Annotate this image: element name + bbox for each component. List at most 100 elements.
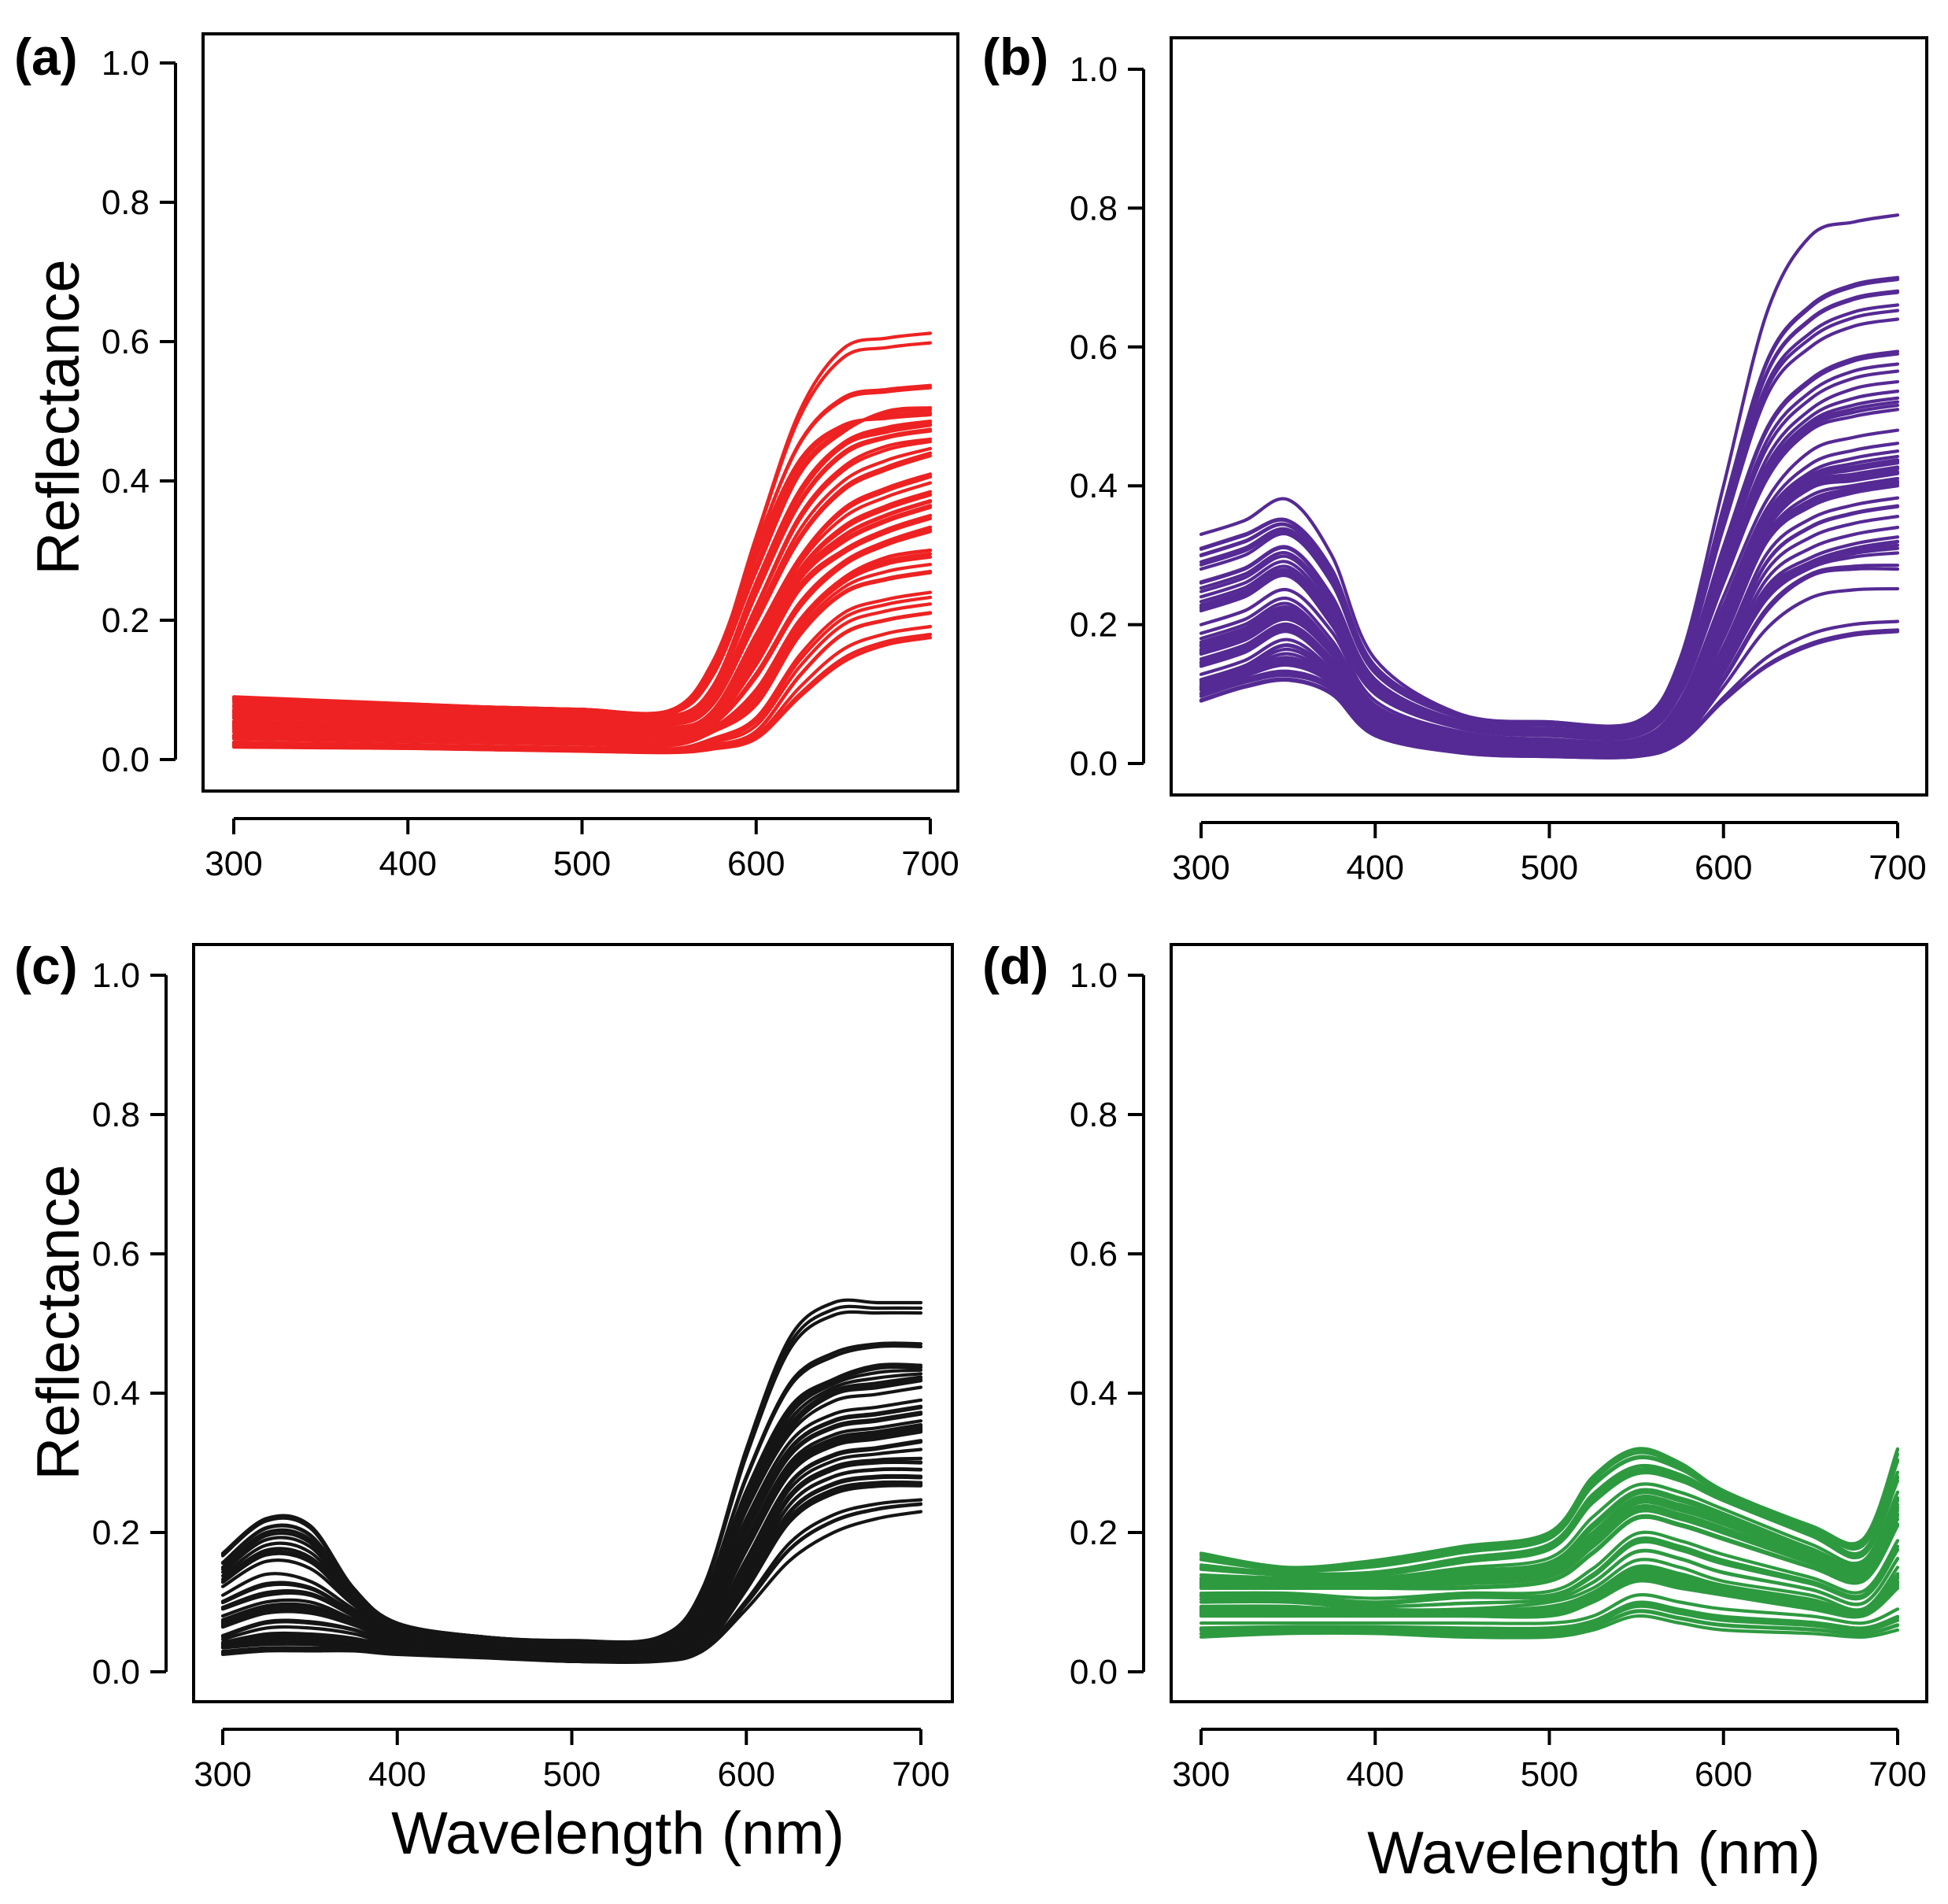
panel-a: (a) 0.0 0.2 0.4 0.6 0.8 1.0 300 400 500 600 700 Refl…: [14, 28, 959, 883]
plot-frame: [1170, 36, 1928, 797]
spectrum-line-fill: [1199, 1569, 1900, 1616]
y-tick-label: 0.4: [92, 1374, 140, 1413]
spectrum-line-fill: [1199, 1564, 1900, 1614]
spectra-group: [1199, 1447, 1900, 1640]
spectrum-line-s10: [231, 527, 933, 741]
x-tick-label: 500: [553, 845, 611, 883]
x-tick-label: 600: [1695, 848, 1752, 887]
plot-frame: [192, 943, 954, 1703]
y-tick-label: 0.0: [1070, 1653, 1118, 1691]
x-tick-label: 500: [543, 1755, 601, 1794]
y-tick-label: 0.0: [1070, 745, 1118, 783]
spectrum-line-s8: [1199, 449, 1900, 748]
spectrum-line-s8: [231, 493, 933, 734]
y-tick-label: 0.4: [102, 462, 150, 501]
panel-label: (c): [14, 937, 78, 995]
y-tick-label: 0.4: [1070, 467, 1118, 505]
plot-frame: [1170, 943, 1928, 1703]
spectrum-line-min: [220, 1510, 923, 1664]
x-tick-label: 500: [1521, 848, 1578, 887]
spectrum-line-max: [231, 331, 933, 715]
spectrum-line-fill: [231, 500, 933, 736]
spectrum-line-fill: [231, 446, 933, 727]
spectrum-line-s4: [231, 423, 933, 722]
x-tick-label: 300: [194, 1755, 251, 1794]
spectrum-line-s3: [1199, 1494, 1900, 1584]
spectrum-line-fill: [220, 1430, 923, 1658]
x-tick-label: 400: [1347, 1755, 1404, 1794]
y-tick-label: 0.0: [92, 1653, 140, 1691]
spectrum-line-s5: [231, 437, 933, 725]
x-tick-label: 400: [1347, 848, 1404, 887]
spectrum-line-fill: [1199, 458, 1900, 749]
spectrum-line-fill: [1199, 1530, 1900, 1600]
spectrum-line-fill: [1199, 1610, 1900, 1636]
spectrum-line-s8: [1199, 1592, 1900, 1625]
spectrum-line-s7: [1199, 1579, 1900, 1619]
spectrum-line-s11: [231, 549, 933, 745]
spectra-group: [1199, 213, 1900, 760]
y-tick-label: 1.0: [92, 956, 140, 995]
spectrum-line-s5: [1199, 1536, 1900, 1604]
spectrum-line-s4: [1199, 1515, 1900, 1591]
spectrum-line-s10: [1199, 484, 1900, 754]
spectrum-line-s4: [1199, 352, 1900, 734]
y-tick-label: 0.8: [1070, 1096, 1118, 1134]
panel-c: (c) 0.0 0.2 0.4 0.6 0.8 1.0 300 400 500 600 700 Refl…: [14, 937, 954, 1867]
x-tick-label: 700: [1869, 1755, 1926, 1794]
spectrum-line-s3: [231, 406, 933, 719]
spectrum-line-fill: [220, 1423, 923, 1656]
spectrum-line-s12: [231, 569, 933, 749]
x-tick-label: 600: [1695, 1755, 1752, 1794]
spectrum-line-s8: [220, 1460, 923, 1661]
spectrum-line-s2: [1199, 1466, 1900, 1577]
y-tick-label: 0.6: [102, 323, 150, 361]
spectrum-line-s3: [1199, 317, 1900, 731]
panel-label: (d): [982, 937, 1048, 995]
spectrum-line-s6: [1199, 408, 1900, 741]
spectrum-line-s13: [231, 590, 933, 752]
y-tick-label: 0.0: [102, 741, 150, 779]
spectrum-line-s9: [231, 514, 933, 738]
y-tick-label: 0.2: [1070, 1514, 1118, 1552]
spectrum-line-s2: [1199, 275, 1900, 728]
spectrum-line-fill: [231, 500, 933, 736]
spectrum-line-min: [1199, 630, 1900, 760]
x-tick-label: 700: [892, 1755, 949, 1794]
spectra-group: [220, 1298, 923, 1664]
x-tick-label: 300: [1172, 1755, 1229, 1794]
y-tick-label: 0.2: [1070, 606, 1118, 645]
spectrum-line-s6: [1199, 1558, 1900, 1612]
spectrum-line-fill: [231, 499, 933, 735]
spectrum-line-max: [1199, 1447, 1900, 1569]
panel-label: (b): [982, 28, 1048, 86]
y-axis-title: Reflectance: [25, 259, 92, 575]
y-tick-label: 1.0: [1070, 956, 1118, 995]
x-axis-title: Wavelength (nm): [1367, 1820, 1820, 1887]
spectrum-line-s9: [1199, 470, 1900, 751]
y-tick-label: 0.6: [1070, 328, 1118, 367]
spectrum-line-fill: [1199, 459, 1900, 749]
panel-d: (d) 0.0 0.2 0.4 0.6 0.8 1.0 300 400 500 600 700 Wave…: [982, 937, 1928, 1887]
spectrum-line-max: [220, 1298, 923, 1644]
y-tick-label: 0.8: [92, 1096, 140, 1134]
spectrum-line-s6: [220, 1426, 923, 1657]
spectrum-line-s2: [220, 1362, 923, 1647]
spectrum-line-min: [231, 636, 933, 755]
spectrum-line-fill: [1199, 1503, 1900, 1587]
y-axis-title: Reflectance: [25, 1164, 92, 1480]
spectrum-line-fill: [1199, 1455, 1900, 1573]
spectrum-line-s2: [231, 412, 933, 716]
y-tick-label: 0.8: [1070, 189, 1118, 227]
spectrum-line-s3: [220, 1377, 923, 1651]
spectrum-line-s6: [231, 451, 933, 728]
y-tick-label: 1.0: [1070, 50, 1118, 89]
spectrum-line-s5: [1199, 379, 1900, 738]
y-tick-label: 0.6: [1070, 1235, 1118, 1274]
x-tick-label: 300: [205, 845, 262, 883]
x-tick-label: 700: [1869, 848, 1926, 887]
x-tick-label: 600: [727, 845, 785, 883]
x-tick-label: 400: [379, 845, 437, 883]
spectrum-line-fill: [1199, 458, 1900, 749]
